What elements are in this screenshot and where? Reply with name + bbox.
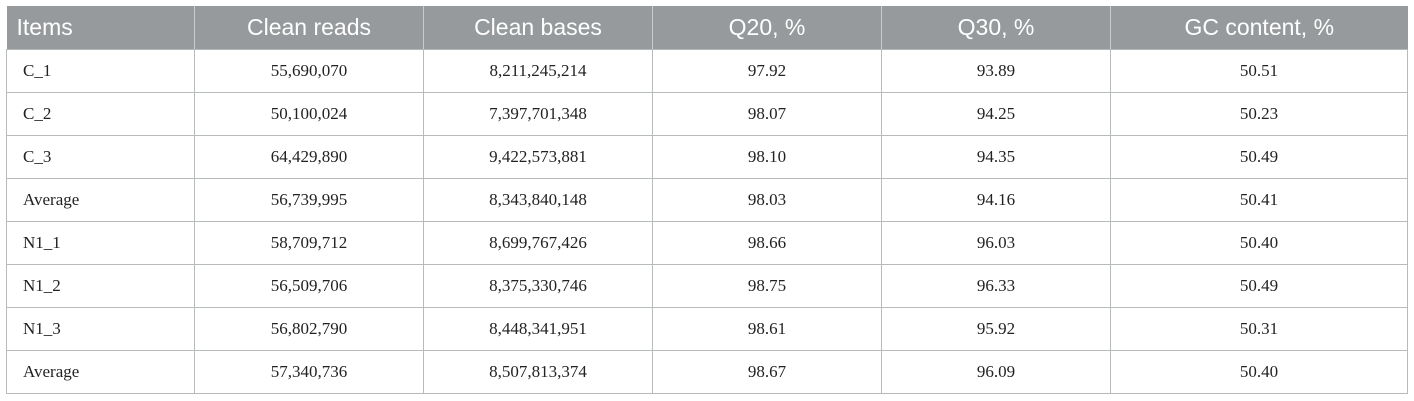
cell-item: Average — [6, 350, 195, 394]
cell-clean-reads: 57,340,736 — [194, 350, 424, 394]
header-cell-q20: Q20, % — [652, 6, 882, 50]
cell-q30: 94.35 — [881, 135, 1111, 179]
cell-clean-reads: 64,429,890 — [194, 135, 424, 179]
cell-clean-bases: 7,397,701,348 — [423, 92, 653, 136]
cell-gc-content: 50.31 — [1110, 307, 1408, 351]
cell-clean-bases: 8,448,341,951 — [423, 307, 653, 351]
cell-clean-reads: 58,709,712 — [194, 221, 424, 265]
cell-q20: 98.10 — [652, 135, 882, 179]
cell-clean-reads: 50,100,024 — [194, 92, 424, 136]
cell-gc-content: 50.23 — [1110, 92, 1408, 136]
cell-clean-bases: 8,507,813,374 — [423, 350, 653, 394]
table-row: C_2 50,100,024 7,397,701,348 98.07 94.25… — [6, 92, 1408, 136]
cell-gc-content: 50.41 — [1110, 178, 1408, 222]
cell-q20: 98.07 — [652, 92, 882, 136]
cell-clean-bases: 8,375,330,746 — [423, 264, 653, 308]
header-cell-q30: Q30, % — [881, 6, 1111, 50]
table-row: C_1 55,690,070 8,211,245,214 97.92 93.89… — [6, 49, 1408, 93]
cell-q20: 98.03 — [652, 178, 882, 222]
cell-q20: 98.61 — [652, 307, 882, 351]
cell-gc-content: 50.51 — [1110, 49, 1408, 93]
header-row: Items Clean reads Clean bases Q20, % Q30… — [6, 6, 1408, 50]
cell-clean-bases: 8,699,767,426 — [423, 221, 653, 265]
cell-q30: 93.89 — [881, 49, 1111, 93]
cell-q20: 97.92 — [652, 49, 882, 93]
data-table-container: Items Clean reads Clean bases Q20, % Q30… — [6, 6, 1408, 394]
sequencing-stats-table: Items Clean reads Clean bases Q20, % Q30… — [6, 6, 1408, 394]
cell-gc-content: 50.49 — [1110, 264, 1408, 308]
cell-q30: 94.16 — [881, 178, 1111, 222]
cell-clean-bases: 8,343,840,148 — [423, 178, 653, 222]
table-row: C_3 64,429,890 9,422,573,881 98.10 94.35… — [6, 135, 1408, 179]
header-cell-gc-content: GC content, % — [1110, 6, 1408, 50]
cell-clean-reads: 56,802,790 — [194, 307, 424, 351]
cell-clean-reads: 55,690,070 — [194, 49, 424, 93]
cell-q20: 98.75 — [652, 264, 882, 308]
cell-clean-bases: 8,211,245,214 — [423, 49, 653, 93]
header-cell-clean-bases: Clean bases — [423, 6, 653, 50]
cell-q30: 95.92 — [881, 307, 1111, 351]
cell-gc-content: 50.49 — [1110, 135, 1408, 179]
cell-q30: 94.25 — [881, 92, 1111, 136]
cell-q20: 98.66 — [652, 221, 882, 265]
cell-item: C_1 — [6, 49, 195, 93]
header-cell-items: Items — [6, 6, 195, 50]
cell-gc-content: 50.40 — [1110, 350, 1408, 394]
table-header: Items Clean reads Clean bases Q20, % Q30… — [6, 6, 1408, 50]
cell-q20: 98.67 — [652, 350, 882, 394]
cell-item: Average — [6, 178, 195, 222]
cell-clean-reads: 56,509,706 — [194, 264, 424, 308]
cell-item: N1_2 — [6, 264, 195, 308]
table-row: Average 57,340,736 8,507,813,374 98.67 9… — [6, 350, 1408, 394]
cell-item: C_2 — [6, 92, 195, 136]
cell-q30: 96.33 — [881, 264, 1111, 308]
table-body: C_1 55,690,070 8,211,245,214 97.92 93.89… — [6, 49, 1408, 394]
table-row: Average 56,739,995 8,343,840,148 98.03 9… — [6, 178, 1408, 222]
cell-clean-bases: 9,422,573,881 — [423, 135, 653, 179]
cell-item: N1_1 — [6, 221, 195, 265]
table-row: N1_2 56,509,706 8,375,330,746 98.75 96.3… — [6, 264, 1408, 308]
cell-item: N1_3 — [6, 307, 195, 351]
cell-clean-reads: 56,739,995 — [194, 178, 424, 222]
cell-q30: 96.03 — [881, 221, 1111, 265]
table-row: N1_1 58,709,712 8,699,767,426 98.66 96.0… — [6, 221, 1408, 265]
cell-gc-content: 50.40 — [1110, 221, 1408, 265]
cell-item: C_3 — [6, 135, 195, 179]
cell-q30: 96.09 — [881, 350, 1111, 394]
table-row: N1_3 56,802,790 8,448,341,951 98.61 95.9… — [6, 307, 1408, 351]
header-cell-clean-reads: Clean reads — [194, 6, 424, 50]
